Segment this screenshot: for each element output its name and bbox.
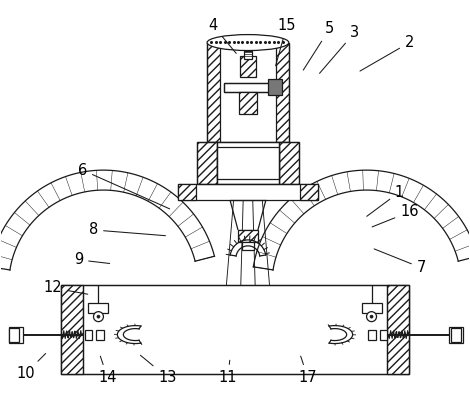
Bar xyxy=(238,230,258,242)
Text: 8: 8 xyxy=(89,222,165,237)
Bar xyxy=(9,327,23,342)
Bar xyxy=(96,329,104,339)
Circle shape xyxy=(94,311,103,322)
Text: 5: 5 xyxy=(303,21,334,70)
Text: 14: 14 xyxy=(98,356,117,385)
Bar xyxy=(178,184,318,200)
Text: 3: 3 xyxy=(320,25,359,73)
Circle shape xyxy=(370,315,373,318)
Bar xyxy=(224,83,280,93)
Bar xyxy=(85,329,93,339)
Bar xyxy=(61,285,83,374)
Bar xyxy=(242,242,254,250)
Bar xyxy=(368,329,376,339)
Bar xyxy=(387,285,409,374)
Bar xyxy=(239,93,257,114)
Bar xyxy=(88,303,109,313)
Ellipse shape xyxy=(207,35,289,50)
Bar xyxy=(361,303,382,313)
Text: 15: 15 xyxy=(275,18,296,66)
Bar xyxy=(240,55,256,78)
Bar xyxy=(300,184,318,200)
Text: 17: 17 xyxy=(298,356,317,385)
Text: 1: 1 xyxy=(367,185,404,216)
Text: 9: 9 xyxy=(74,252,110,267)
Bar xyxy=(451,328,461,342)
Circle shape xyxy=(367,311,376,322)
Bar xyxy=(217,147,279,179)
Bar xyxy=(217,142,279,184)
Bar xyxy=(61,285,409,374)
Text: 11: 11 xyxy=(219,360,237,385)
Circle shape xyxy=(97,315,100,318)
Text: 7: 7 xyxy=(374,249,426,275)
Text: 13: 13 xyxy=(141,355,176,385)
Bar xyxy=(379,329,387,339)
Bar xyxy=(207,43,220,142)
Bar xyxy=(9,328,19,342)
Bar xyxy=(268,79,282,95)
Text: 4: 4 xyxy=(209,18,236,53)
Text: 6: 6 xyxy=(78,163,170,209)
Text: 16: 16 xyxy=(372,204,419,227)
Bar xyxy=(449,327,463,342)
Text: 10: 10 xyxy=(16,354,46,381)
Bar xyxy=(178,184,196,200)
Text: 2: 2 xyxy=(360,35,414,71)
Bar xyxy=(276,43,289,142)
Bar xyxy=(244,50,252,58)
Bar xyxy=(197,142,217,184)
Bar xyxy=(279,142,299,184)
Text: 12: 12 xyxy=(43,280,88,295)
